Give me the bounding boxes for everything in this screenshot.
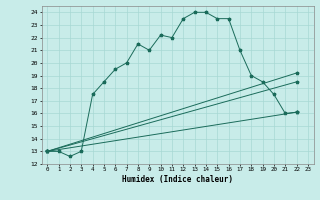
X-axis label: Humidex (Indice chaleur): Humidex (Indice chaleur)	[122, 175, 233, 184]
